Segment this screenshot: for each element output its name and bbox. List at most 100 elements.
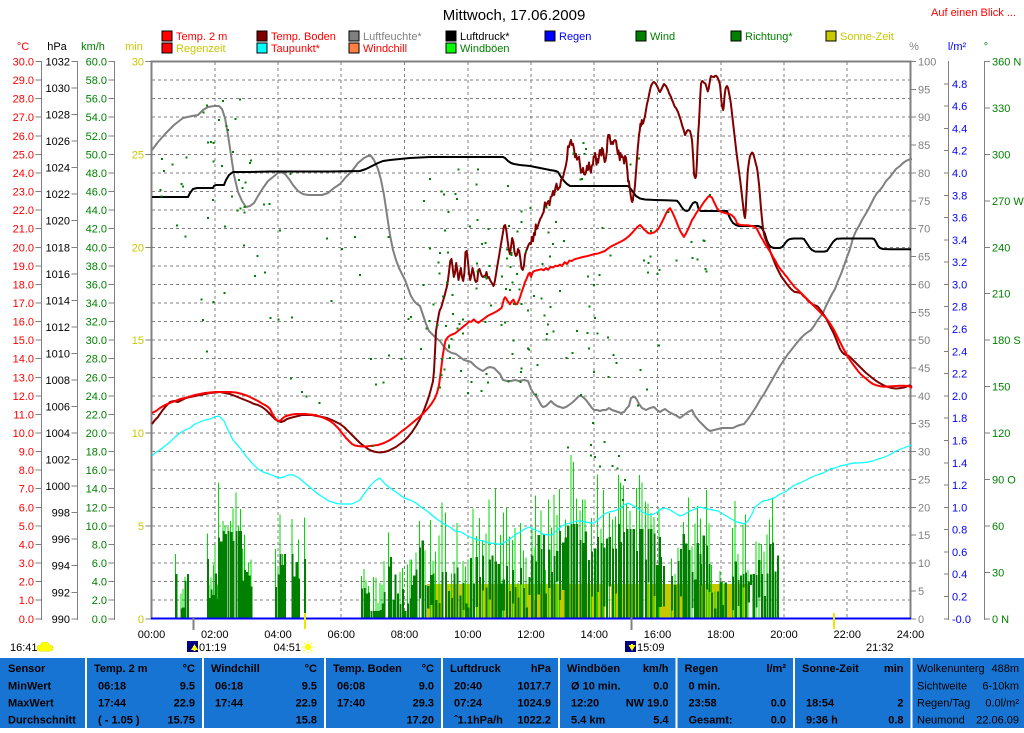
svg-text:52.0: 52.0 [86, 131, 107, 143]
svg-text:00:00: 00:00 [138, 629, 166, 641]
svg-text:56.0: 56.0 [86, 94, 107, 106]
svg-text:Temp. Boden: Temp. Boden [333, 663, 402, 675]
svg-text:20.0: 20.0 [13, 242, 34, 254]
svg-text:210: 210 [992, 289, 1010, 301]
svg-text:28.0: 28.0 [86, 354, 107, 366]
svg-text:01:19: 01:19 [199, 642, 227, 654]
svg-text:Windböen: Windböen [567, 663, 620, 675]
svg-text:1022: 1022 [46, 189, 70, 201]
svg-text:17.20: 17.20 [406, 715, 434, 727]
svg-text:1.0: 1.0 [952, 502, 967, 514]
svg-text:12:20: 12:20 [571, 698, 599, 710]
svg-text:2.4: 2.4 [952, 346, 967, 358]
svg-text:3.4: 3.4 [952, 235, 967, 247]
svg-text:Regen: Regen [685, 663, 719, 675]
svg-text:12:00: 12:00 [517, 629, 545, 641]
svg-text:30: 30 [132, 57, 144, 69]
svg-text:3.6: 3.6 [952, 213, 967, 225]
svg-text:994: 994 [52, 561, 70, 573]
svg-text:46.0: 46.0 [86, 187, 107, 199]
svg-text:4.2: 4.2 [952, 146, 967, 158]
svg-text:0.0: 0.0 [92, 614, 107, 626]
svg-text:Wolkenunterg: Wolkenunterg [917, 663, 985, 675]
svg-text:15:09: 15:09 [637, 642, 665, 654]
svg-text:0.6: 0.6 [952, 547, 967, 559]
svg-text:Sonne-Zeit: Sonne-Zeit [840, 31, 894, 43]
svg-text:04:00: 04:00 [264, 629, 292, 641]
svg-text:Ø 10 min.: Ø 10 min. [571, 681, 621, 693]
svg-text:Temp. Boden: Temp. Boden [271, 31, 336, 43]
svg-text:40: 40 [918, 391, 930, 403]
svg-text:990: 990 [52, 614, 70, 626]
svg-text:14:00: 14:00 [580, 629, 608, 641]
svg-text:( - 1.05 ): ( - 1.05 ) [98, 715, 140, 727]
svg-text:30: 30 [992, 567, 1004, 579]
svg-text:2: 2 [897, 698, 903, 710]
svg-text:1004: 1004 [46, 428, 70, 440]
svg-text:06:18: 06:18 [98, 681, 126, 693]
svg-text:3.8: 3.8 [952, 190, 967, 202]
svg-text:100: 100 [918, 57, 936, 69]
svg-text:1006: 1006 [46, 401, 70, 413]
svg-text:1032: 1032 [46, 57, 70, 69]
svg-text:Sichtweite: Sichtweite [917, 681, 967, 693]
svg-text:992: 992 [52, 587, 70, 599]
svg-text:17:44: 17:44 [215, 698, 244, 710]
svg-text:60: 60 [918, 279, 930, 291]
svg-text:16:00: 16:00 [644, 629, 672, 641]
svg-text:25: 25 [918, 474, 930, 486]
svg-text:1.8: 1.8 [952, 413, 967, 425]
svg-text:2.8: 2.8 [952, 302, 967, 314]
svg-text:-0.0: -0.0 [952, 614, 971, 626]
svg-text:1014: 1014 [46, 295, 70, 307]
svg-text:22.06.09: 22.06.09 [976, 715, 1019, 727]
svg-text:15.8: 15.8 [296, 715, 317, 727]
svg-text:1024: 1024 [46, 163, 70, 175]
svg-text:2.0: 2.0 [952, 391, 967, 403]
svg-text:02:00: 02:00 [201, 629, 229, 641]
svg-text:35: 35 [918, 419, 930, 431]
svg-text:3.0: 3.0 [952, 279, 967, 291]
svg-text:40.0: 40.0 [86, 242, 107, 254]
svg-text:150: 150 [992, 382, 1010, 394]
svg-text:30.0: 30.0 [13, 57, 34, 69]
svg-text:6.0: 6.0 [92, 558, 107, 570]
svg-text:22:00: 22:00 [833, 629, 861, 641]
svg-text:95: 95 [918, 84, 930, 96]
svg-text:Auf einen Blick ...: Auf einen Blick ... [931, 7, 1016, 19]
svg-text:120: 120 [992, 428, 1010, 440]
svg-text:50: 50 [918, 335, 930, 347]
svg-text:360 N: 360 N [992, 57, 1021, 69]
svg-text:30.0: 30.0 [86, 335, 107, 347]
svg-text:25: 25 [132, 149, 144, 161]
svg-text:60.0: 60.0 [86, 57, 107, 69]
svg-text:0.0: 0.0 [771, 698, 786, 710]
svg-text:26.0: 26.0 [13, 131, 34, 143]
svg-text:1017.7: 1017.7 [517, 681, 551, 693]
svg-text:2.0: 2.0 [92, 595, 107, 607]
svg-text:8.0: 8.0 [92, 539, 107, 551]
svg-text:11.0: 11.0 [13, 409, 34, 421]
svg-text:5.4 km: 5.4 km [571, 715, 605, 727]
svg-text:Windchill: Windchill [363, 43, 407, 55]
svg-text:Temp. 2 m: Temp. 2 m [176, 31, 227, 43]
svg-text:27.0: 27.0 [13, 112, 34, 124]
svg-text:1.4: 1.4 [952, 458, 967, 470]
svg-text:Taupunkt*: Taupunkt* [271, 43, 321, 55]
svg-text:20: 20 [918, 502, 930, 514]
svg-text:270 W: 270 W [992, 196, 1024, 208]
svg-text:22.9: 22.9 [296, 698, 317, 710]
svg-text:Sonne-Zeit: Sonne-Zeit [802, 663, 859, 675]
svg-text:50.0: 50.0 [86, 149, 107, 161]
svg-text:20:40: 20:40 [454, 681, 482, 693]
svg-text:Luftfeuchte*: Luftfeuchte* [363, 31, 422, 43]
svg-text:15.75: 15.75 [167, 715, 195, 727]
svg-text:60: 60 [992, 521, 1004, 533]
svg-text:44.0: 44.0 [86, 205, 107, 217]
svg-text:0.8: 0.8 [888, 715, 903, 727]
svg-text:21:32: 21:32 [866, 642, 894, 654]
svg-text:1020: 1020 [46, 216, 70, 228]
svg-text:85: 85 [918, 140, 930, 152]
svg-text:Luftdruck*: Luftdruck* [460, 31, 510, 43]
svg-text:9:36 h: 9:36 h [806, 715, 838, 727]
